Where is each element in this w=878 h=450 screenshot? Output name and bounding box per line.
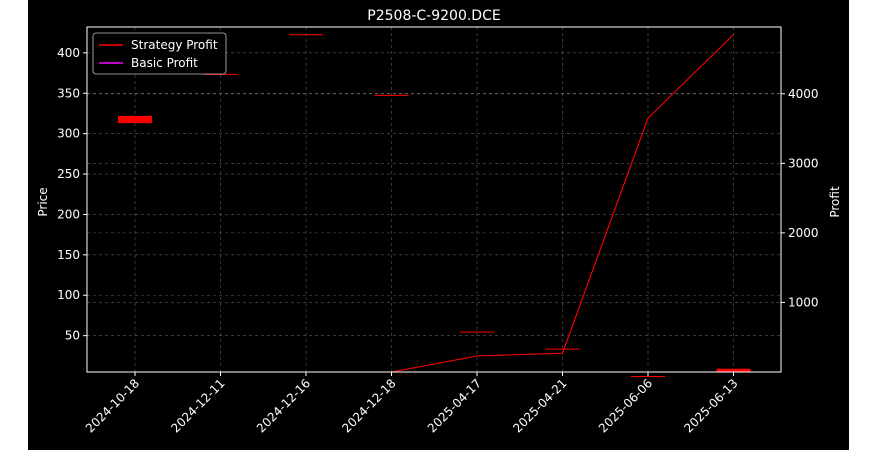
tick-label-right: 2000 — [788, 226, 819, 240]
y-axis-label-left: Price — [36, 187, 50, 216]
legend-label: Strategy Profit — [131, 38, 218, 52]
tick-label-left: 300 — [57, 127, 80, 141]
candle-2025-06-13 — [716, 368, 751, 372]
tick-label-right: 3000 — [788, 156, 819, 170]
candle-2024-12-18 — [374, 94, 409, 96]
grid — [87, 27, 781, 372]
legend-box — [92, 32, 227, 75]
chart-title: P2508-C-9200.DCE — [367, 8, 500, 24]
tick-label-right: 4000 — [788, 87, 819, 101]
tick-label-x: 2025-04-17 — [425, 376, 484, 435]
tick-label-x: 2025-06-13 — [681, 376, 740, 435]
tick-label-left: 400 — [57, 46, 80, 60]
candle-2025-06-06 — [631, 376, 665, 378]
candle-2025-04-17 — [460, 331, 494, 333]
tick-label-left: 200 — [57, 207, 80, 221]
tick-label-left: 100 — [57, 288, 80, 302]
series-line-strategy-profit — [135, 34, 734, 373]
legend-label: Basic Profit — [131, 56, 198, 70]
tick-label-left: 150 — [57, 248, 80, 262]
figure: P2508-C-9200.DCE 50 100 150 200 250 300 350 400… — [28, 0, 849, 450]
candle-2024-10-18 — [118, 115, 152, 124]
tick-label-left: 350 — [57, 86, 80, 100]
candle-2025-04-21 — [545, 348, 580, 350]
legend: Strategy Profit Basic Profit — [92, 32, 227, 75]
tick-label-x: 2024-12-18 — [339, 376, 398, 435]
plot-frame — [86, 26, 782, 373]
tick-label-left: 50 — [65, 329, 80, 343]
tick-label-x: 2024-12-11 — [168, 376, 227, 435]
profit-lines — [135, 34, 734, 373]
tick-label-x: 2025-06-06 — [596, 376, 655, 435]
candles — [118, 34, 751, 378]
tick-label-x: 2024-10-18 — [83, 376, 142, 435]
axes: 50 100 150 200 250 300 350 400 1000 2000 3000 4000 2… — [57, 26, 819, 435]
candle-2024-12-16 — [289, 34, 323, 36]
tick-label-x: 2025-04-21 — [510, 376, 569, 435]
tick-label-x: 2024-12-16 — [254, 376, 313, 435]
y-axis-label-right: Profit — [828, 186, 842, 218]
chart: P2508-C-9200.DCE 50 100 150 200 250 300 350 400… — [36, 8, 842, 435]
tick-label-right: 1000 — [788, 295, 819, 309]
tick-label-left: 250 — [57, 167, 80, 181]
